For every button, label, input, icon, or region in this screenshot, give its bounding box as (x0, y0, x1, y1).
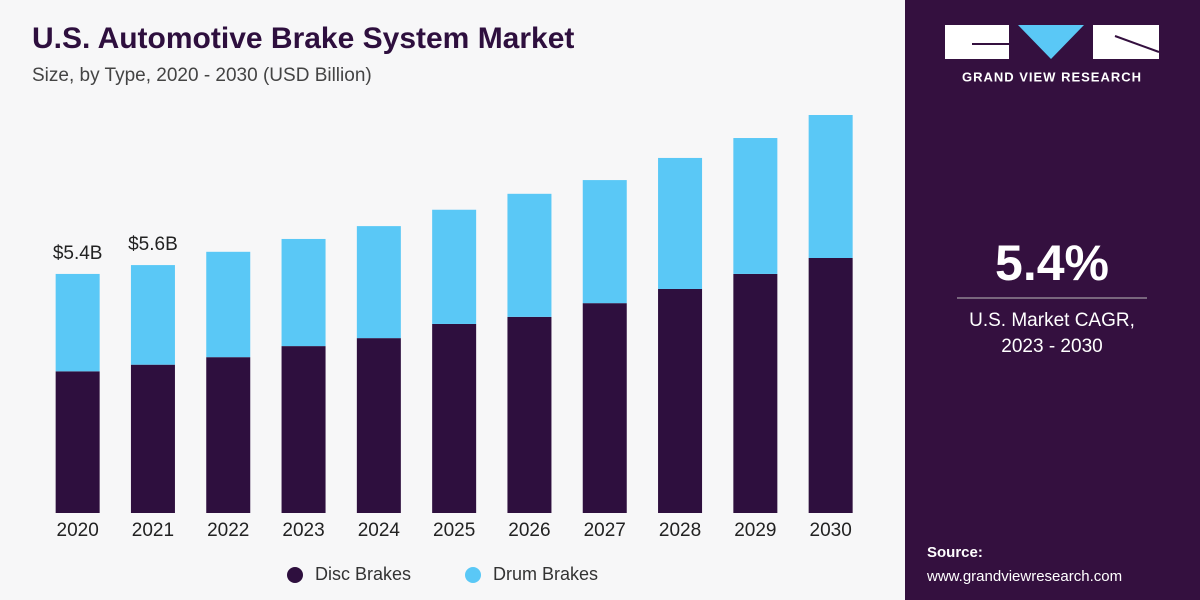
bar-segment (130, 364, 175, 513)
bar-segment (582, 180, 627, 304)
bar-segment (356, 226, 401, 339)
chart-subtitle: Size, by Type, 2020 - 2030 (USD Billion) (32, 65, 372, 86)
bar-segment (432, 209, 477, 324)
bar-segment (206, 357, 251, 513)
logo-stroke (1114, 35, 1160, 53)
chart-title: U.S. Automotive Brake System Market (32, 22, 574, 55)
x-tick-label: 2021 (132, 520, 174, 541)
logo-block (945, 25, 1009, 59)
legend-label: Disc Brakes (315, 564, 411, 584)
logo-block (1093, 25, 1159, 59)
x-tick-label: 2024 (358, 520, 401, 541)
bar-segment (206, 251, 251, 358)
logo (945, 25, 1160, 59)
bar-segment (281, 238, 326, 347)
bar-segment (658, 157, 703, 289)
bar-segment (356, 338, 401, 513)
bar-segment (582, 303, 627, 513)
bar-segment (507, 193, 552, 317)
bar-segment (55, 273, 100, 372)
bar-segment (733, 273, 778, 513)
legend-label: Drum Brakes (493, 564, 598, 584)
bar-segment (658, 288, 703, 513)
bar-segment (808, 115, 853, 258)
x-tick-label: 2023 (282, 520, 324, 541)
logo-triangle (1018, 25, 1084, 59)
cagr-label: U.S. Market CAGR, (969, 310, 1135, 331)
x-tick-label: 2020 (57, 520, 99, 541)
bar-segment (432, 323, 477, 513)
legend-marker (465, 567, 481, 583)
bar-segment (507, 316, 552, 513)
cagr-label: 2023 - 2030 (1001, 336, 1102, 357)
total-label: $5.4B (53, 243, 103, 264)
source-label: Source: (927, 544, 983, 561)
bar-segment (55, 371, 100, 513)
x-tick-label: 2022 (207, 520, 249, 541)
x-tick-label: 2027 (584, 520, 626, 541)
source-url: www.grandviewresearch.com (926, 568, 1122, 585)
bar-segment (281, 346, 326, 513)
sidebar-background (905, 0, 1200, 600)
x-tick-label: 2028 (659, 520, 701, 541)
x-tick-label: 2025 (433, 520, 475, 541)
bar-segment (733, 138, 778, 274)
x-tick-label: 2026 (508, 520, 550, 541)
bar-segment (130, 265, 175, 365)
bar-segment (808, 257, 853, 513)
legend-marker (287, 567, 303, 583)
x-tick-label: 2029 (734, 520, 776, 541)
x-tick-label: 2030 (810, 520, 852, 541)
cagr-value: 5.4% (995, 235, 1109, 291)
brand-name: GRAND VIEW RESEARCH (962, 69, 1142, 84)
total-label: $5.6B (128, 234, 178, 255)
